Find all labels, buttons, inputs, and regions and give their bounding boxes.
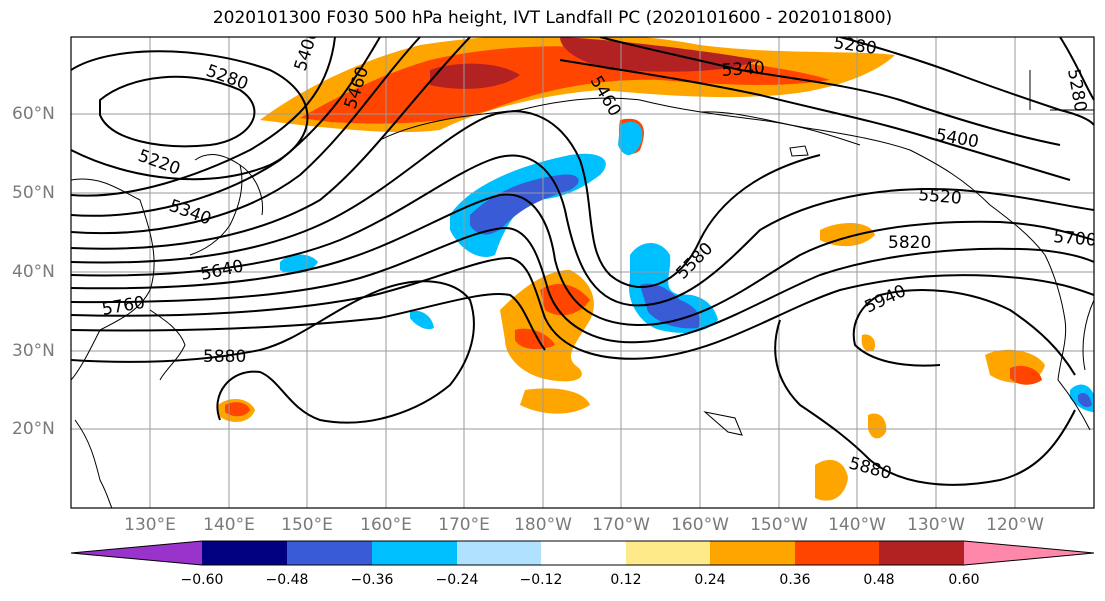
- colorbar-segment: [457, 541, 541, 565]
- colorbar-extend-high: [964, 541, 1094, 565]
- contour-label: 5880: [203, 347, 246, 367]
- colorbar-segment: [626, 541, 710, 565]
- colorbar-tick-label: −0.60: [180, 572, 224, 588]
- lon-label: 140°E: [203, 515, 255, 535]
- lon-label: 150°W: [750, 515, 808, 535]
- colorbar-segment: [372, 541, 457, 565]
- lon-label: 130°E: [124, 515, 176, 535]
- colorbar-tick-label: 0.60: [948, 572, 980, 588]
- lon-label: 130°W: [907, 515, 965, 535]
- colorbar-tick-label: −0.48: [265, 572, 309, 588]
- lon-label: 160°W: [671, 515, 729, 535]
- lat-label: 30°N: [12, 341, 55, 361]
- contour-label: 5700: [1053, 227, 1098, 251]
- colorbar-tick-label: 0.12: [610, 572, 642, 588]
- colorbar-extend-low: [71, 541, 202, 565]
- lon-label: 180°W: [514, 515, 572, 535]
- ivt-positive-shading: [218, 37, 1045, 501]
- colorbar-segment: [541, 541, 626, 565]
- map-area: 5280 5220 5340 5640 5760 5880 5400 5460 …: [71, 33, 1098, 508]
- colorbar-tick-label: 0.48: [863, 572, 895, 588]
- contour-label: 5820: [888, 233, 931, 253]
- lat-label: 40°N: [12, 262, 55, 282]
- colorbar-tick-label: 0.24: [694, 572, 726, 588]
- colorbar: [70, 540, 1095, 566]
- lon-label: 150°E: [281, 515, 333, 535]
- colorbar-segment: [202, 541, 287, 565]
- lon-label: 170°E: [438, 515, 490, 535]
- colorbar-segment: [287, 541, 372, 565]
- colorbar-tick-label: −0.12: [519, 572, 563, 588]
- lon-label: 120°W: [986, 515, 1044, 535]
- colorbar-tick-label: −0.36: [350, 572, 394, 588]
- colorbar-segment: [710, 541, 795, 565]
- contour-label: 5340: [721, 58, 766, 81]
- lon-label: 170°W: [592, 515, 650, 535]
- figure-title: 2020101300 F030 500 hPa height, IVT Land…: [212, 8, 893, 28]
- colorbar-segment: [879, 541, 964, 565]
- lat-label: 50°N: [12, 183, 55, 203]
- lat-label: 60°N: [12, 104, 55, 124]
- colorbar-tick-label: 0.36: [779, 572, 811, 588]
- colorbar-segment: [795, 541, 879, 565]
- lon-label: 160°E: [360, 515, 412, 535]
- contour-label: 5280: [832, 33, 878, 59]
- lon-label: 140°W: [828, 515, 886, 535]
- height-contours: [71, 37, 1094, 486]
- map-frame: [70, 36, 1095, 509]
- contour-label: 5520: [918, 185, 963, 209]
- gridlines: [71, 37, 1094, 508]
- colorbar-tick-label: −0.24: [435, 572, 479, 588]
- lat-label: 20°N: [12, 419, 55, 439]
